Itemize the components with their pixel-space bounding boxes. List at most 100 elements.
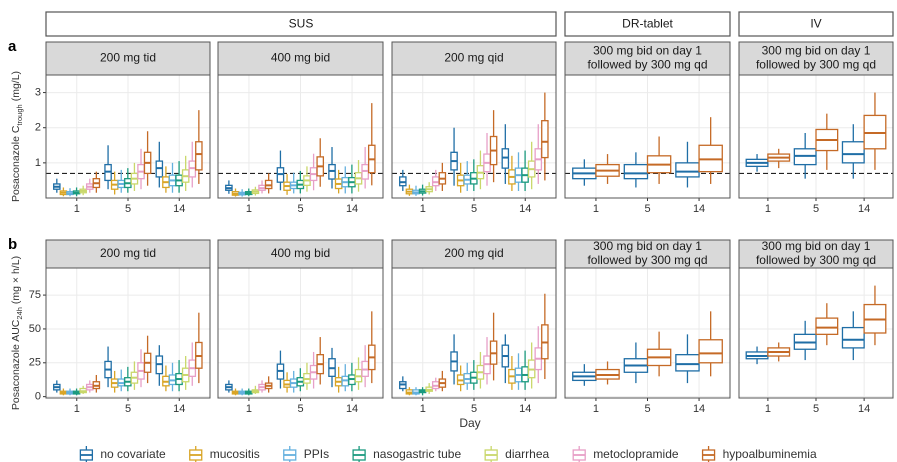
panel-strip [391,239,557,269]
y-label-unit: (mg/L) [10,71,22,101]
panel-title: 200 mg qid [444,51,503,65]
panel-strip [738,41,894,76]
x-tick-label: 1 [420,203,426,215]
box [195,141,203,171]
box [675,354,700,372]
y-tick-label: 25 [29,357,41,369]
y-tick-label: 3 [35,86,41,98]
legend-label: hypoalbuminemia [723,447,817,461]
legend-label: diarrhea [505,447,549,461]
legend-label: nasogastric tube [373,447,461,461]
x-tick-label: 5 [813,203,819,215]
x-tick-label: 14 [519,403,531,415]
y-label-sub: 24h [15,307,24,320]
y-tick-label: 2 [35,122,41,134]
x-tick-label: 5 [125,403,131,415]
box [623,163,649,180]
panel-title: 200 mg qid [444,246,503,260]
panel-title: followed by 300 mg qd [756,253,876,267]
panel-strip [564,239,731,269]
x-tick-label: 14 [346,403,358,415]
panel-border [391,267,557,399]
box [841,326,865,349]
box [841,141,865,164]
x-tick-label: 14 [858,203,870,215]
x-tick-label: 1 [74,403,80,415]
y-tick-label: 50 [29,323,41,335]
panel-border [738,74,894,199]
panel-title: followed by 300 mg qd [587,253,707,267]
panel-strip [217,239,384,269]
x-tick-label: 14 [519,203,531,215]
x-tick-label: 1 [246,403,252,415]
panel-strip [391,41,557,76]
x-tick-label: 5 [644,203,650,215]
panel-title: 300 mg bid on day 1 [593,239,702,253]
panel-border [45,74,211,199]
x-tick-label: 5 [471,403,477,415]
panel-title: 200 mg tid [100,246,156,260]
box [541,120,549,159]
group-strip [45,11,557,37]
y-label-main: Posaconazole C [10,125,22,202]
panel-title: 300 mg bid on day 1 [593,44,702,58]
x-tick-label: 1 [593,203,599,215]
y-tick-label: 75 [29,289,41,301]
panel-title: 400 mg bid [271,246,330,260]
row-label: a [8,38,17,55]
x-tick-label: 14 [858,403,870,415]
x-tick-label: 14 [693,203,705,215]
x-tick-label: 1 [765,203,771,215]
x-tick-label: 5 [644,403,650,415]
panel-title: 400 mg bid [271,51,330,65]
x-tick-label: 5 [125,203,131,215]
y-label-main: Posaconazole AUC [10,319,22,410]
x-tick-label: 5 [297,403,303,415]
x-tick-label: 14 [173,403,185,415]
box [675,162,700,178]
panel-border [217,267,384,399]
y-axis-label: Posaconazole Ctrough (mg/L) [10,71,25,202]
x-tick-label: 5 [471,203,477,215]
legend-label: no covariate [100,447,166,461]
legend-label: metoclopramide [593,447,679,461]
panel-border [217,74,384,199]
group-strip-label: IV [810,17,821,31]
group-strip [564,11,731,37]
y-tick-label: 0 [35,391,41,403]
panel-strip [45,41,211,76]
panel-border [564,74,731,199]
x-tick-label: 14 [346,203,358,215]
panel-title: 300 mg bid on day 1 [762,44,871,58]
x-tick-label: 14 [693,403,705,415]
y-label-unit: (mg × h/L) [10,256,22,304]
y-tick-label: 1 [35,157,41,169]
y-label-sub: trough [15,104,24,125]
panel-border [391,74,557,199]
x-tick-label: 5 [297,203,303,215]
panel-title: followed by 300 mg qd [587,58,707,72]
x-tick-label: 1 [74,203,80,215]
panel-strip [217,41,384,76]
group-strip [738,11,894,37]
box [698,339,723,364]
panel-title: 200 mg tid [100,51,156,65]
row-label: b [8,236,17,253]
x-tick-label: 1 [246,203,252,215]
legend-label: PPIs [304,447,329,461]
panel-border [45,267,211,399]
group-strip-label: DR-tablet [622,17,673,31]
panel-title: 300 mg bid on day 1 [762,239,871,253]
panel-border [564,267,731,399]
legend-label: mucositis [210,447,260,461]
panel-title: followed by 300 mg qd [756,58,876,72]
box [815,317,839,336]
x-tick-label: 1 [593,403,599,415]
x-axis-label: Day [459,416,480,430]
x-tick-label: 1 [420,403,426,415]
y-axis-label: Posaconazole AUC24h (mg × h/L) [10,256,25,410]
x-tick-label: 5 [813,403,819,415]
group-strip-label: SUS [289,17,314,31]
x-tick-label: 1 [765,403,771,415]
